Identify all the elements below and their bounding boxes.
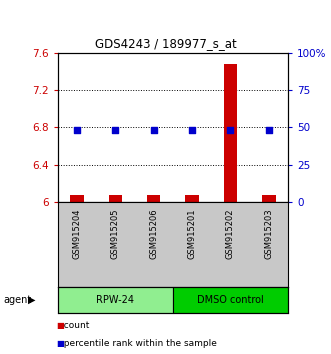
Text: GSM915201: GSM915201 xyxy=(188,209,197,259)
Bar xyxy=(147,195,161,202)
Bar xyxy=(185,195,199,202)
Point xyxy=(74,127,80,133)
Text: agent: agent xyxy=(3,295,31,305)
Point xyxy=(266,127,271,133)
Text: count: count xyxy=(58,321,89,330)
Bar xyxy=(262,195,275,202)
Bar xyxy=(224,64,237,202)
Text: RPW-24: RPW-24 xyxy=(96,295,134,305)
Text: ■: ■ xyxy=(56,321,64,330)
Text: GSM915202: GSM915202 xyxy=(226,209,235,259)
Bar xyxy=(71,195,84,202)
Point xyxy=(228,127,233,133)
Point xyxy=(151,127,157,133)
Text: ■: ■ xyxy=(56,339,64,348)
Text: GSM915206: GSM915206 xyxy=(149,209,158,259)
Text: GDS4243 / 189977_s_at: GDS4243 / 189977_s_at xyxy=(95,37,236,50)
Point xyxy=(189,127,195,133)
Text: ▶: ▶ xyxy=(28,295,36,305)
Text: GSM915204: GSM915204 xyxy=(72,209,82,259)
Text: GSM915205: GSM915205 xyxy=(111,209,120,259)
Bar xyxy=(109,195,122,202)
Bar xyxy=(58,287,173,313)
Text: DMSO control: DMSO control xyxy=(197,295,264,305)
Bar xyxy=(173,287,288,313)
Text: percentile rank within the sample: percentile rank within the sample xyxy=(58,339,217,348)
Text: GSM915203: GSM915203 xyxy=(264,209,273,259)
Point xyxy=(113,127,118,133)
